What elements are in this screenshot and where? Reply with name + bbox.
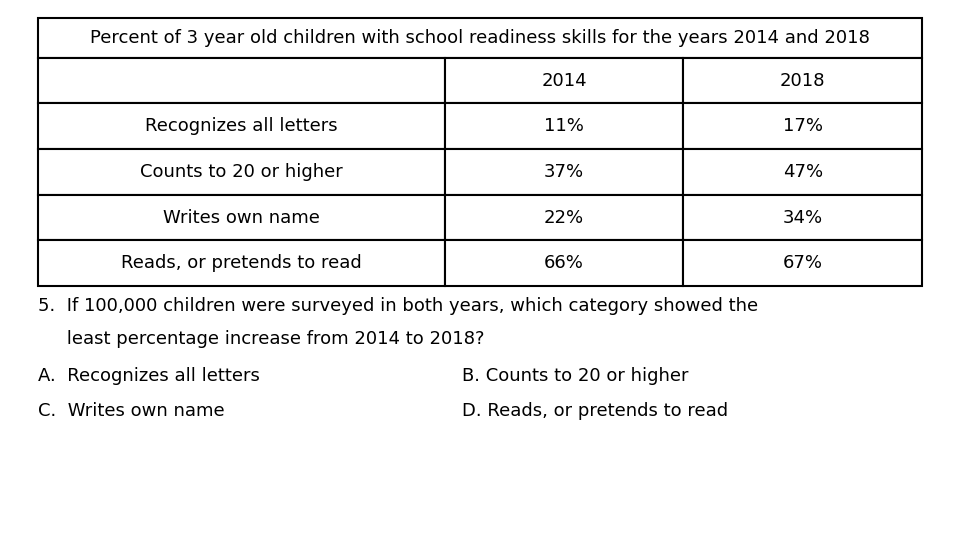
FancyBboxPatch shape	[444, 195, 684, 240]
FancyBboxPatch shape	[684, 58, 923, 104]
FancyBboxPatch shape	[444, 149, 684, 195]
FancyBboxPatch shape	[684, 149, 923, 195]
Text: 5.  If 100,000 children were surveyed in both years, which category showed the: 5. If 100,000 children were surveyed in …	[37, 297, 757, 315]
Text: 37%: 37%	[544, 163, 584, 181]
Text: 67%: 67%	[782, 254, 823, 272]
FancyBboxPatch shape	[37, 149, 444, 195]
Text: 2018: 2018	[780, 72, 826, 90]
FancyBboxPatch shape	[684, 195, 923, 240]
FancyBboxPatch shape	[37, 17, 923, 58]
FancyBboxPatch shape	[37, 58, 444, 104]
FancyBboxPatch shape	[684, 240, 923, 286]
Text: 2014: 2014	[541, 72, 587, 90]
Text: D. Reads, or pretends to read: D. Reads, or pretends to read	[462, 402, 728, 420]
FancyBboxPatch shape	[444, 58, 684, 104]
Text: 47%: 47%	[782, 163, 823, 181]
Text: A.  Recognizes all letters: A. Recognizes all letters	[37, 367, 259, 384]
FancyBboxPatch shape	[444, 240, 684, 286]
FancyBboxPatch shape	[684, 104, 923, 149]
Text: 34%: 34%	[782, 208, 823, 227]
Text: 22%: 22%	[544, 208, 584, 227]
Text: least percentage increase from 2014 to 2018?: least percentage increase from 2014 to 2…	[37, 330, 484, 348]
Text: Recognizes all letters: Recognizes all letters	[145, 117, 338, 136]
Text: 66%: 66%	[544, 254, 584, 272]
FancyBboxPatch shape	[444, 104, 684, 149]
FancyBboxPatch shape	[37, 104, 444, 149]
Text: Percent of 3 year old children with school readiness skills for the years 2014 a: Percent of 3 year old children with scho…	[90, 29, 870, 46]
Text: Counts to 20 or higher: Counts to 20 or higher	[140, 163, 343, 181]
Text: Reads, or pretends to read: Reads, or pretends to read	[121, 254, 362, 272]
Text: Writes own name: Writes own name	[163, 208, 320, 227]
Text: 17%: 17%	[782, 117, 823, 136]
FancyBboxPatch shape	[37, 195, 444, 240]
FancyBboxPatch shape	[37, 240, 444, 286]
Text: B. Counts to 20 or higher: B. Counts to 20 or higher	[462, 367, 688, 384]
Text: C.  Writes own name: C. Writes own name	[37, 402, 225, 420]
Text: 11%: 11%	[544, 117, 584, 136]
